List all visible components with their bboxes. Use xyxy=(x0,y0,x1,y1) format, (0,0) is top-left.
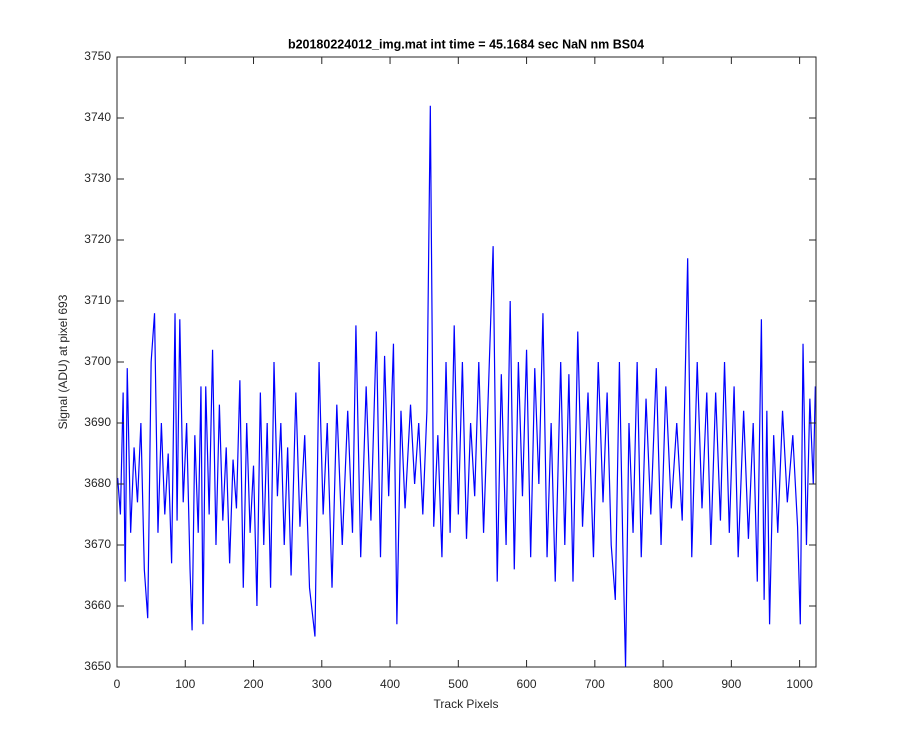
x-axis-label: Track Pixels xyxy=(434,697,499,711)
x-tick-label: 900 xyxy=(721,677,741,691)
y-tick-label: 3690 xyxy=(84,415,111,429)
x-tick-label: 500 xyxy=(448,677,468,691)
chart-title: b20180224012_img.mat int time = 45.1684 … xyxy=(288,37,644,51)
y-tick-label: 3730 xyxy=(84,171,111,185)
x-tick-label: 700 xyxy=(585,677,605,691)
y-tick-label: 3680 xyxy=(84,476,111,490)
y-tick-label: 3650 xyxy=(84,659,111,673)
data-line xyxy=(117,105,816,668)
y-tick-label: 3710 xyxy=(84,293,111,307)
y-tick-label: 3740 xyxy=(84,110,111,124)
y-tick-label: 3750 xyxy=(84,49,111,63)
x-tick-label: 200 xyxy=(244,677,264,691)
x-tick-label: 600 xyxy=(517,677,537,691)
x-tick-label: 0 xyxy=(114,677,121,691)
x-tick-label: 300 xyxy=(312,677,332,691)
x-tick-label: 1000 xyxy=(786,677,813,691)
y-tick-label: 3700 xyxy=(84,354,111,368)
y-tick-label: 3720 xyxy=(84,232,111,246)
x-tick-label: 400 xyxy=(380,677,400,691)
y-tick-label: 3660 xyxy=(84,598,111,612)
y-axis-label: Signal (ADU) at pixel 693 xyxy=(56,294,70,429)
x-tick-label: 800 xyxy=(653,677,673,691)
y-tick-label: 3670 xyxy=(84,537,111,551)
x-tick-label: 100 xyxy=(175,677,195,691)
